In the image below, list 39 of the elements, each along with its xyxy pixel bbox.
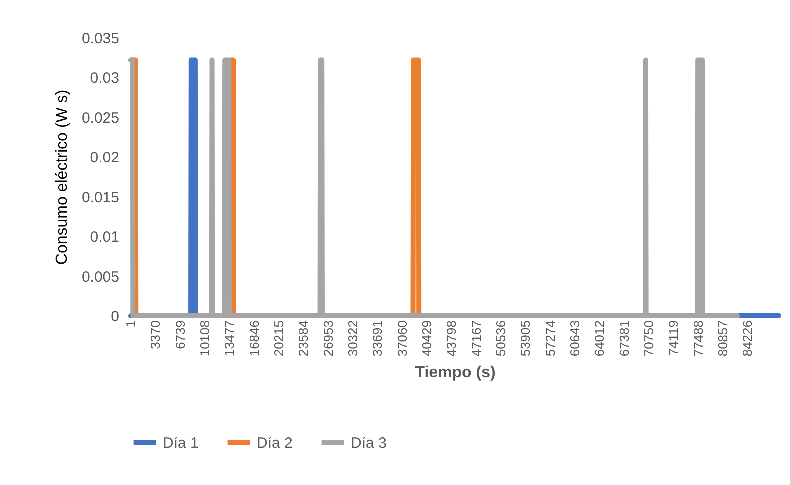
y-axis-title: Consumo eléctrico (W s) bbox=[54, 90, 71, 266]
legend-label: Día 2 bbox=[257, 435, 293, 452]
x-tick-label: 77488 bbox=[690, 320, 706, 357]
x-tick-label: 64012 bbox=[592, 320, 608, 357]
y-tick-label: 0 bbox=[111, 308, 120, 326]
x-tick-label: 84226 bbox=[740, 320, 756, 357]
x-tick-label: 50536 bbox=[494, 320, 509, 357]
x-tick-label: 30322 bbox=[346, 320, 361, 357]
x-tick-label: 3370 bbox=[148, 320, 164, 350]
x-axis-title: Tiempo (s) bbox=[415, 364, 496, 382]
x-tick-label: 53905 bbox=[518, 320, 534, 357]
y-tick-label: 0.015 bbox=[82, 189, 120, 206]
x-tick-label: 47167 bbox=[468, 320, 484, 357]
y-tick-label: 0.02 bbox=[90, 150, 120, 167]
x-tick-label: 70750 bbox=[642, 320, 657, 357]
x-tick-label: 26953 bbox=[320, 320, 336, 357]
x-tick-label: 33691 bbox=[370, 320, 386, 357]
x-tick-label: 6739 bbox=[172, 320, 188, 350]
y-tick-label: 0.01 bbox=[90, 229, 120, 246]
x-tick-label: 74119 bbox=[666, 320, 682, 356]
x-tick-label: 20215 bbox=[272, 320, 287, 357]
x-tick-label: 60643 bbox=[568, 320, 583, 357]
x-tick-label: 43798 bbox=[444, 320, 460, 357]
y-tick-label: 0.03 bbox=[90, 70, 120, 88]
legend-label: Día 1 bbox=[163, 435, 199, 452]
x-tick-label: 23584 bbox=[296, 320, 312, 357]
x-tick-label: 16846 bbox=[246, 320, 262, 357]
x-tick-label: 37060 bbox=[394, 320, 410, 357]
x-tick-label: 57274 bbox=[542, 320, 558, 357]
x-tick-label: 67381 bbox=[616, 320, 632, 357]
x-tick-label: 40429 bbox=[420, 320, 435, 357]
y-tick-label: 0.035 bbox=[82, 30, 120, 48]
x-tick-label: 1 bbox=[124, 320, 138, 328]
y-tick-label: 0.005 bbox=[82, 268, 120, 286]
y-tick-label: 0.025 bbox=[82, 110, 120, 127]
x-tick-label: 10108 bbox=[198, 320, 213, 357]
legend-label: Día 3 bbox=[351, 435, 387, 452]
x-tick-label: 13477 bbox=[222, 320, 238, 357]
x-tick-label: 80857 bbox=[716, 320, 731, 357]
